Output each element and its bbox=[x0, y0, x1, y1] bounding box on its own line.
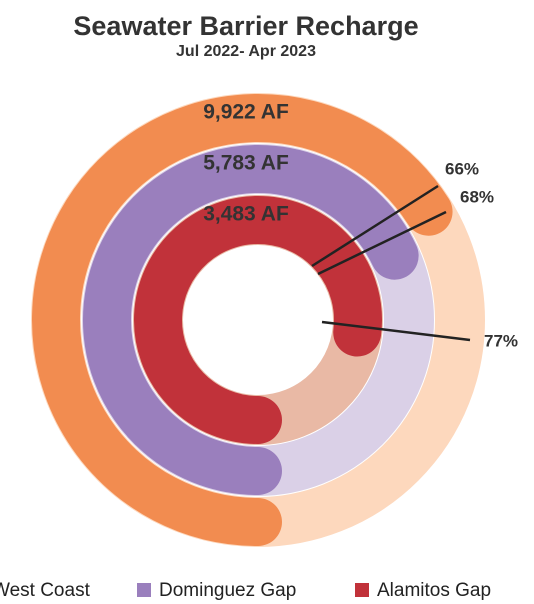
legend-swatch bbox=[355, 583, 369, 597]
legend-label: Dominguez Gap bbox=[159, 580, 296, 601]
leader-line bbox=[321, 320, 471, 342]
legend-label: Alamitos Gap bbox=[377, 580, 491, 601]
chart-subtitle: Jul 2022- Apr 2023 bbox=[176, 43, 316, 60]
amount-label: 3,483 AF bbox=[203, 203, 289, 226]
amount-label: 9,922 AF bbox=[203, 101, 289, 124]
percent-label: 77% bbox=[484, 331, 518, 350]
ring-bar bbox=[83, 145, 419, 495]
legend-label: West Coast bbox=[0, 580, 91, 601]
legend-swatch bbox=[137, 583, 151, 597]
ring-bar bbox=[134, 196, 382, 444]
percent-label: 66% bbox=[445, 159, 479, 178]
leader-line bbox=[317, 210, 447, 276]
ring-bar bbox=[32, 94, 453, 546]
amount-label: 5,783 AF bbox=[203, 152, 289, 175]
chart-title: Seawater Barrier Recharge bbox=[73, 11, 418, 41]
percent-label: 68% bbox=[460, 187, 494, 206]
leader-line bbox=[311, 184, 439, 268]
